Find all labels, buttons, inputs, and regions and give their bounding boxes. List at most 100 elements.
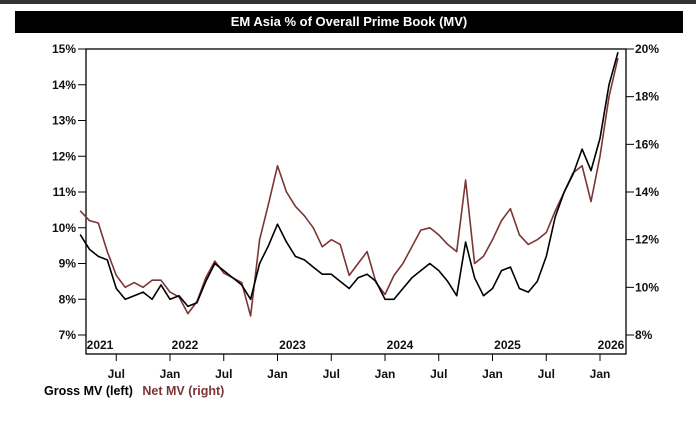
data-point-net [339, 243, 341, 246]
data-point-net [438, 234, 440, 236]
data-point-gross [366, 273, 368, 275]
data-point-gross [482, 295, 485, 297]
data-point-net [447, 243, 449, 246]
data-point-gross [223, 270, 225, 272]
data-point-net [590, 200, 592, 203]
data-point-gross [554, 216, 556, 218]
y-left-tick-label: 15% [52, 42, 76, 56]
data-point-gross [88, 248, 90, 250]
x-tick-label: Jan [160, 367, 181, 381]
x-tick-label: Jan [482, 367, 503, 381]
y-left-tick-label: 14% [52, 78, 76, 92]
series-line-gross [79, 52, 619, 308]
data-point-net [250, 315, 252, 317]
data-point-gross [178, 295, 180, 297]
data-point-net [169, 291, 171, 293]
y-right-tick-label: 14% [635, 185, 659, 199]
data-point-gross [465, 241, 467, 243]
data-point-net [357, 262, 359, 265]
data-point-net [294, 205, 297, 207]
data-point-gross [545, 255, 547, 257]
x-year-label: 2025 [494, 338, 521, 352]
data-point-net [411, 246, 413, 248]
data-point-net [303, 215, 305, 217]
x-year-label: 2024 [387, 338, 414, 352]
y-right-tick-label: 16% [635, 137, 659, 151]
legend-gross: Gross MV (left) [44, 384, 133, 398]
data-point-net [151, 279, 153, 281]
data-point-gross [581, 148, 583, 150]
data-point-gross [151, 298, 153, 300]
plot-frame [85, 48, 627, 355]
data-point-gross [572, 173, 574, 175]
data-point-net [491, 239, 494, 241]
data-point-gross [357, 277, 359, 279]
data-point-gross [330, 273, 332, 275]
data-point-gross [402, 287, 404, 290]
y-right-tick-label: 8% [635, 328, 653, 342]
data-point-gross [348, 287, 350, 290]
data-point-gross [115, 287, 117, 290]
data-point-gross [438, 270, 440, 272]
data-point-gross [276, 223, 279, 225]
x-tick-label: Jul [215, 367, 232, 381]
data-point-gross [491, 287, 494, 290]
data-point-net [456, 250, 458, 253]
data-point-gross [456, 295, 458, 297]
x-tick-label: Jan [375, 367, 396, 381]
data-point-net [258, 239, 261, 241]
data-point-net [366, 250, 368, 253]
data-point-net [581, 165, 583, 167]
data-point-net [187, 312, 189, 315]
data-point-gross [214, 262, 216, 265]
data-point-net [518, 234, 520, 236]
data-point-net [205, 277, 207, 279]
data-point-gross [267, 245, 270, 247]
legend-net: Net MV (right) [142, 384, 225, 398]
data-point-net [500, 220, 503, 222]
chart-title: EM Asia % of Overall Prime Book (MV) [15, 11, 683, 33]
data-point-gross [384, 298, 386, 300]
x-tick-label: Jul [108, 367, 125, 381]
data-point-net [393, 274, 395, 277]
y-left-tick-label: 9% [59, 257, 77, 271]
data-point-gross [187, 305, 189, 307]
data-point-gross [258, 262, 261, 265]
data-point-net [321, 246, 323, 248]
data-point-net [214, 260, 216, 262]
data-point-gross [321, 273, 323, 275]
data-point-net [402, 262, 404, 265]
x-year-label: 2021 [87, 338, 114, 352]
data-point-net [267, 203, 270, 205]
x-year-label: 2023 [279, 338, 306, 352]
data-point-gross [294, 255, 297, 257]
data-point-gross [447, 280, 449, 282]
data-point-net [536, 239, 538, 241]
x-tick-label: Jul [538, 367, 555, 381]
data-point-net [133, 281, 135, 284]
y-right-tick-label: 12% [635, 233, 659, 247]
data-point-gross [124, 298, 126, 300]
data-point-net [384, 293, 386, 296]
data-point-gross [169, 298, 171, 300]
data-point-gross [527, 291, 529, 293]
data-point-gross [375, 280, 377, 282]
data-point-gross [339, 280, 341, 282]
legend: Gross MV (left) Net MV (right) [44, 384, 230, 398]
data-point-net [554, 210, 556, 212]
data-point-gross [420, 270, 422, 272]
data-point-net [88, 220, 90, 222]
y-left-tick-label: 11% [53, 185, 77, 199]
data-point-gross [106, 259, 108, 261]
data-point-gross [509, 266, 512, 268]
data-point-gross [536, 280, 538, 282]
data-point-gross [205, 280, 207, 282]
data-point-gross [142, 291, 144, 293]
data-point-gross [79, 234, 82, 236]
y-left-tick-label: 13% [52, 114, 76, 128]
data-point-gross [563, 191, 565, 193]
data-point-gross [590, 169, 592, 172]
data-point-gross [473, 277, 476, 279]
data-point-net [348, 274, 350, 277]
data-point-gross [393, 298, 395, 300]
